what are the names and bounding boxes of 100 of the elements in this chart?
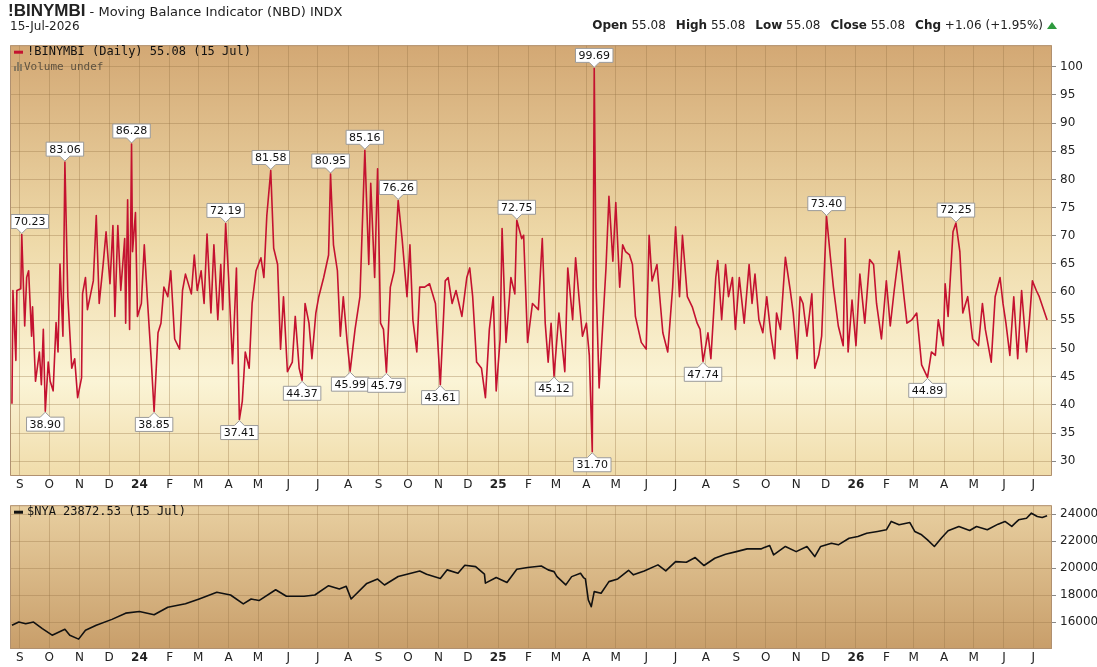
x-tick-label: M <box>550 650 562 665</box>
data-label: 37.41 <box>223 425 256 439</box>
y-tick-label: 95 <box>1060 86 1076 101</box>
x-tick-label: 25 <box>489 477 507 492</box>
text: Close 55.08 <box>830 18 906 32</box>
x-tick-label: A <box>582 477 592 492</box>
data-label: 72.25 <box>940 203 972 217</box>
x-tick-label: O <box>761 650 771 665</box>
x-tick-label: M <box>193 650 204 665</box>
data-label: 72.19 <box>209 203 242 217</box>
text: Chg +1.06 (+1.95%) <box>915 18 1043 32</box>
x-tick-label: O <box>403 650 413 665</box>
text: Open 55.08 <box>592 18 666 32</box>
data-label: 76.26 <box>382 180 414 194</box>
y-tick-label: 90 <box>1060 115 1076 130</box>
data-label: 43.61 <box>424 390 457 404</box>
x-tick-label: S <box>732 477 741 492</box>
x-tick-label: M <box>968 650 979 665</box>
chart-subtitle: 15-Jul-2026 <box>10 19 80 33</box>
data-label: 81.58 <box>255 150 287 164</box>
data-label: 45.99 <box>334 377 366 391</box>
x-tick-label: O <box>44 477 54 492</box>
data-label: 31.70 <box>576 458 609 472</box>
x-tick-label: A <box>701 477 711 492</box>
x-tick-label: M <box>550 477 562 492</box>
x-tick-label: D <box>820 477 831 492</box>
x-tick-label: D <box>463 650 473 665</box>
x-tick-label: N <box>75 477 85 492</box>
x-tick-label: A <box>344 650 354 665</box>
x-tick-label: J <box>1030 477 1036 492</box>
x-tick-label: O <box>403 477 413 492</box>
data-label: 47.74 <box>687 367 719 381</box>
x-tick-label: N <box>75 650 85 665</box>
x-tick-label: A <box>582 650 592 665</box>
x-tick-label: N <box>433 477 443 492</box>
data-label: 38.90 <box>29 417 62 431</box>
x-tick-label: 24 <box>131 477 148 492</box>
x-tick-label: J <box>1001 477 1006 492</box>
x-tick-label: F <box>166 477 174 492</box>
data-label: 80.95 <box>314 154 347 168</box>
x-tick-label: A <box>224 477 234 492</box>
x-tick-label: 26 <box>847 477 865 492</box>
y-tick-label: 50 <box>1060 340 1076 355</box>
x-tick-label: M <box>252 477 264 492</box>
x-tick-label: M <box>610 477 621 492</box>
x-tick-label: J <box>285 650 291 665</box>
x-tick-label: N <box>791 650 801 665</box>
y-tick-label: 55 <box>1060 312 1076 327</box>
annotation: Volume undef <box>24 60 104 73</box>
y-tick-label: 40 <box>1060 397 1076 412</box>
x-tick-label: M <box>908 477 919 492</box>
x-tick-label: A <box>940 477 950 492</box>
y-tick-label: 65 <box>1060 256 1076 271</box>
x-tick-label: J <box>643 477 648 492</box>
data-label: 73.40 <box>810 196 843 210</box>
y-tick-label: 30 <box>1060 453 1076 468</box>
x-tick-label: A <box>940 650 950 665</box>
data-label: 44.89 <box>911 383 944 397</box>
x-tick-label: 25 <box>489 650 507 665</box>
y-tick-label: 60 <box>1060 284 1076 299</box>
x-tick-label: S <box>732 650 741 665</box>
x-tick-label: S <box>374 650 383 665</box>
data-label: 44.37 <box>286 386 318 400</box>
x-tick-label: M <box>193 477 204 492</box>
x-tick-label: J <box>285 477 291 492</box>
x-tick-label: F <box>525 477 533 492</box>
x-tick-label: D <box>104 650 114 665</box>
y-tick-label: 100 <box>1060 58 1083 73</box>
data-label: 45.79 <box>370 378 403 392</box>
x-tick-label: S <box>15 650 24 665</box>
x-tick-label: O <box>44 650 54 665</box>
y-tick-label: 16000 <box>1060 614 1097 629</box>
x-tick-label: A <box>701 650 711 665</box>
x-tick-label: F <box>882 650 890 665</box>
y-tick-label: 85 <box>1060 143 1076 158</box>
x-tick-label: F <box>882 477 890 492</box>
y-tick-label: 75 <box>1060 199 1076 214</box>
data-label: 86.28 <box>115 124 148 138</box>
x-tick-label: J <box>672 477 678 492</box>
x-tick-label: O <box>761 477 771 492</box>
x-tick-label: F <box>166 650 174 665</box>
y-tick-label: 22000 <box>1060 533 1097 548</box>
x-tick-label: J <box>643 650 648 665</box>
x-tick-label: 24 <box>131 650 148 665</box>
x-tick-label: J <box>672 650 678 665</box>
x-tick-label: M <box>252 650 264 665</box>
text: Low 55.08 <box>755 18 821 32</box>
y-tick-label: 70 <box>1060 227 1076 242</box>
data-label: 85.16 <box>349 130 381 144</box>
y-tick-label: 45 <box>1060 368 1076 383</box>
x-tick-label: N <box>433 650 443 665</box>
y-tick-label: 20000 <box>1060 560 1097 575</box>
x-tick-label: A <box>224 650 234 665</box>
x-tick-label: J <box>1030 650 1036 665</box>
x-tick-label: A <box>344 477 354 492</box>
x-tick-label: D <box>104 477 114 492</box>
data-label: 99.69 <box>578 48 610 62</box>
y-tick-label: 24000 <box>1060 506 1097 521</box>
x-tick-label: N <box>791 477 801 492</box>
legend-label: !BINYMBI (Daily) 55.08 (15 Jul) <box>27 44 251 59</box>
